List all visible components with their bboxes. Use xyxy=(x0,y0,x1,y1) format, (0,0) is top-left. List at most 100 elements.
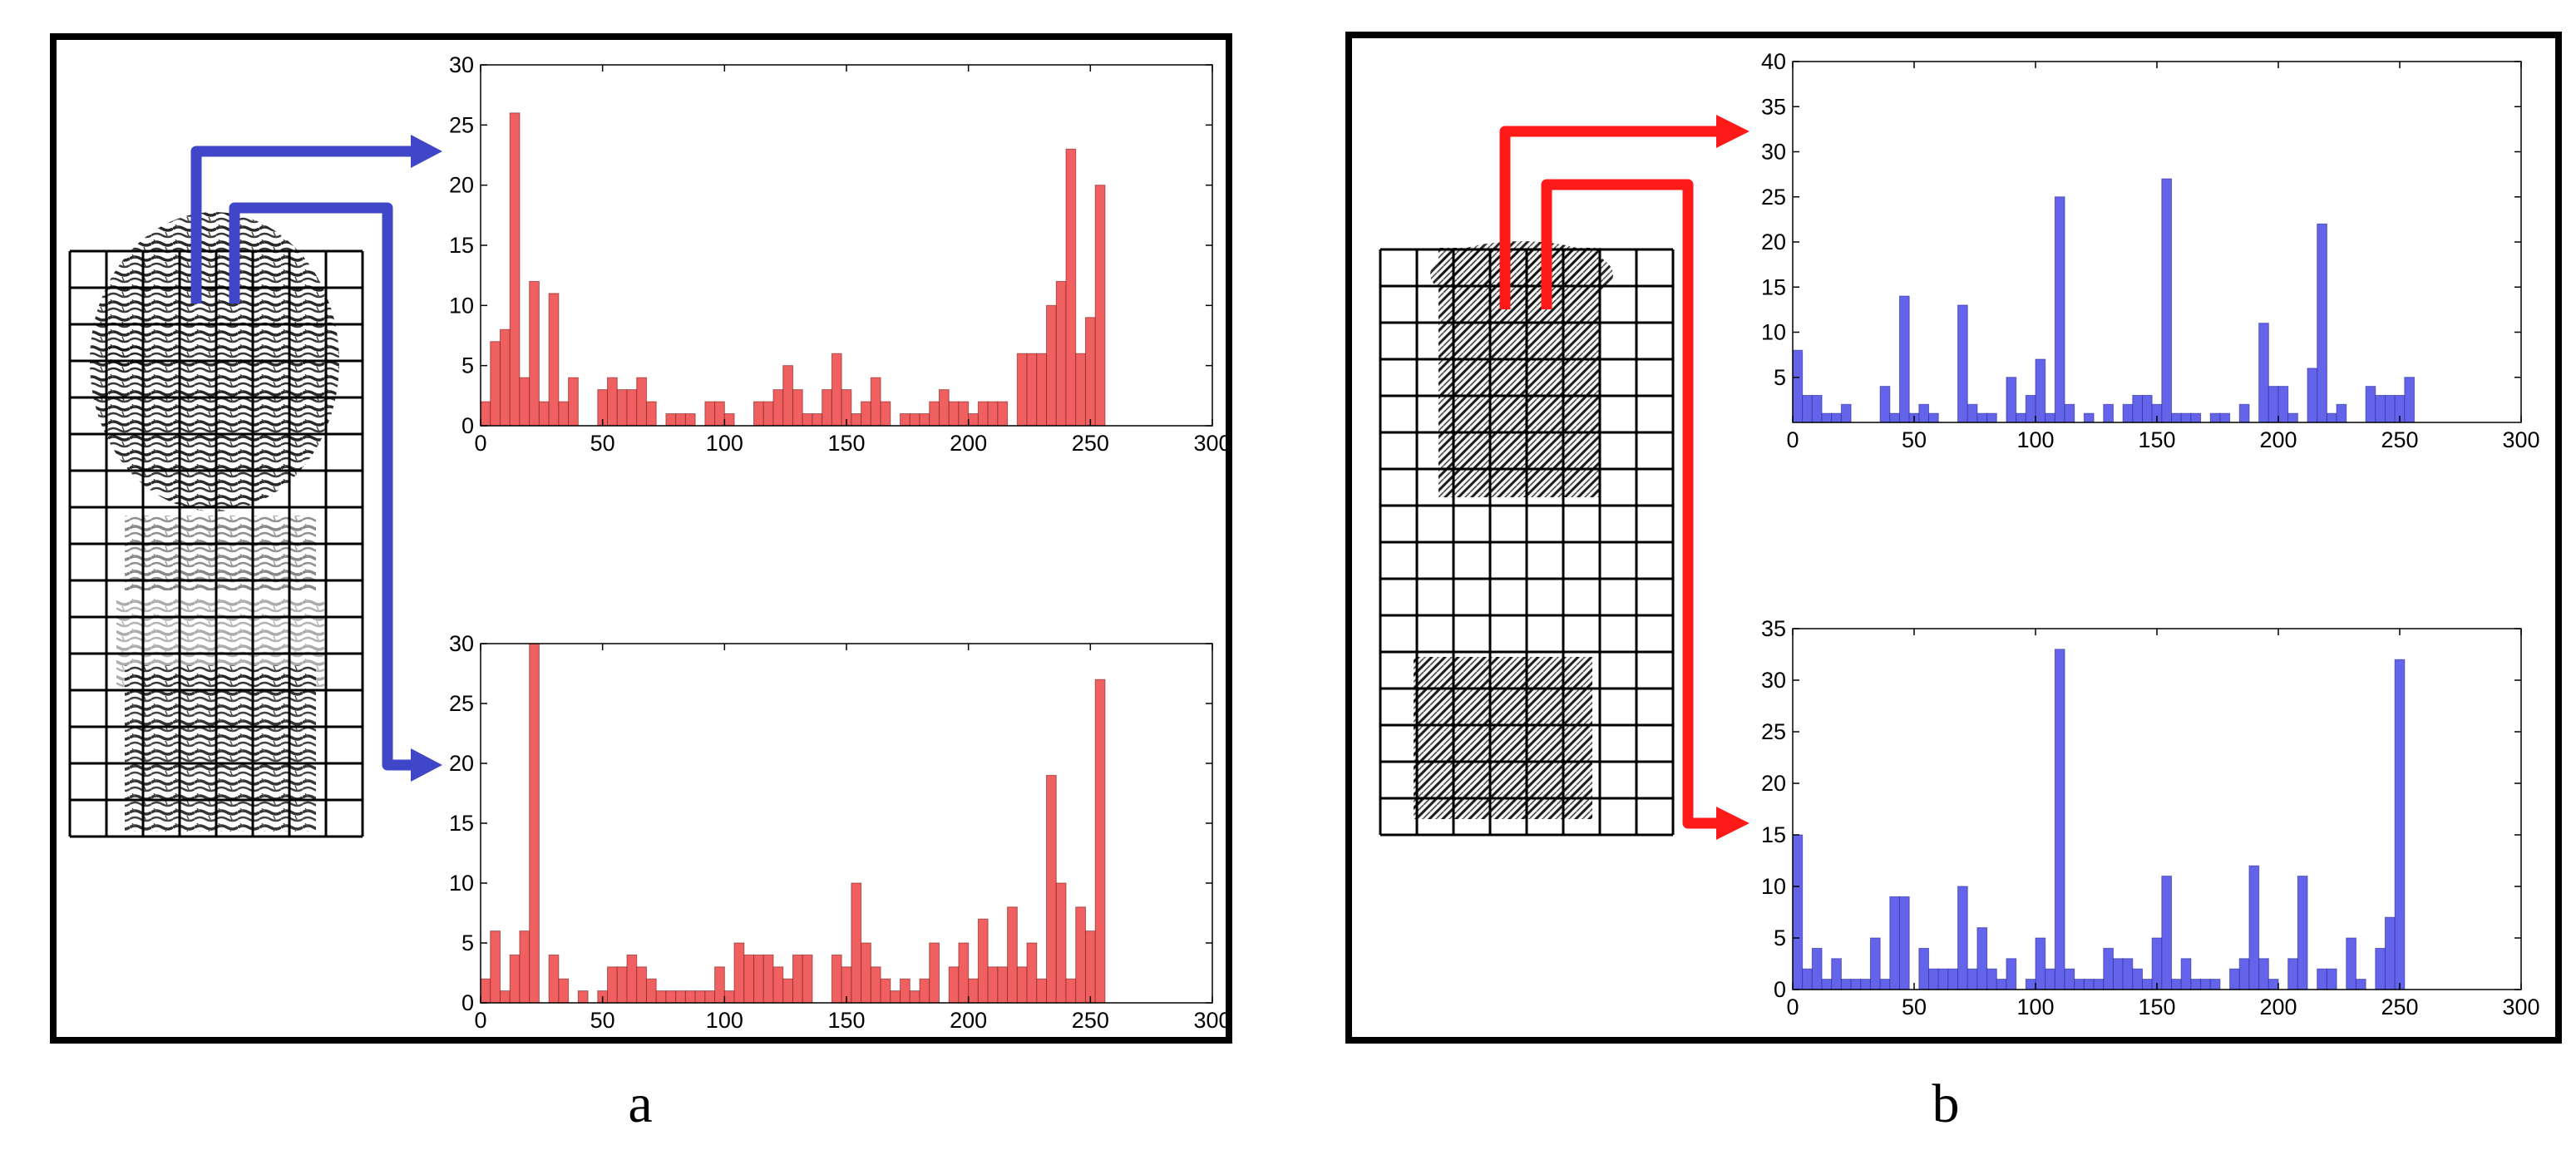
bar xyxy=(2054,649,2065,990)
bar xyxy=(723,413,735,427)
bar xyxy=(714,401,725,427)
y-tick-label: 25 xyxy=(449,112,474,137)
arrows-b xyxy=(1499,115,1749,840)
bar xyxy=(2326,968,2337,990)
bar xyxy=(1016,966,1028,1004)
x-tick-label: 100 xyxy=(2016,427,2054,452)
chart-a-top: 0 50 100 150 200 250 300 0 5 10 15 20 25 30 xyxy=(449,52,1231,456)
bar xyxy=(665,413,677,427)
bar xyxy=(1898,295,1910,423)
bar xyxy=(822,389,832,427)
bar xyxy=(890,990,901,1004)
bar xyxy=(519,377,530,427)
bar xyxy=(909,413,920,427)
bar xyxy=(2268,979,2279,990)
bar xyxy=(1918,947,1930,990)
y-tick-label: 20 xyxy=(1761,230,1786,254)
arrow-b-to-top-chart xyxy=(1499,126,1721,309)
bar xyxy=(1821,412,1833,423)
bar xyxy=(2083,412,2095,423)
bar xyxy=(870,966,881,1004)
bar xyxy=(2365,386,2376,423)
bar xyxy=(851,882,862,1004)
y-tick-label: 10 xyxy=(1761,320,1786,345)
bar xyxy=(2375,947,2386,990)
bar xyxy=(861,401,871,427)
bar xyxy=(2074,979,2085,990)
bar xyxy=(2035,358,2046,423)
bar xyxy=(2238,958,2250,990)
bar xyxy=(1811,947,1823,990)
bar xyxy=(2209,979,2221,990)
x-tick-label: 300 xyxy=(1193,1008,1231,1033)
y-tick-label: 5 xyxy=(1774,365,1786,390)
bar xyxy=(762,954,774,1004)
y-tick-label: 30 xyxy=(1761,140,1786,165)
bar xyxy=(977,401,989,427)
bar xyxy=(968,413,979,427)
bar xyxy=(1055,882,1067,1004)
x-tick-label: 250 xyxy=(1072,431,1109,456)
bar xyxy=(743,954,755,1004)
y-tick-label: 35 xyxy=(1761,94,1786,119)
bar xyxy=(2016,412,2026,423)
bar xyxy=(636,377,647,427)
bar xyxy=(1898,896,1910,990)
bar xyxy=(694,990,706,1004)
bar xyxy=(558,978,570,1004)
bar xyxy=(1996,979,2007,990)
bar xyxy=(977,918,989,1004)
bar xyxy=(2219,412,2231,423)
bar xyxy=(2238,403,2250,423)
bar xyxy=(626,389,638,427)
x-tick-label: 50 xyxy=(590,431,615,456)
bar xyxy=(1840,979,1852,990)
bar xyxy=(792,954,803,1004)
arrow-a-to-top-chart xyxy=(190,146,416,304)
bar xyxy=(2384,916,2396,990)
arrowhead-icon xyxy=(411,748,442,782)
bar xyxy=(1986,968,1997,990)
y-tick-label: 20 xyxy=(1761,771,1786,796)
bar xyxy=(2054,196,2065,423)
bar xyxy=(792,389,803,427)
x-tick-label: 150 xyxy=(827,431,865,456)
bar xyxy=(1831,958,1842,990)
x-tick-label: 300 xyxy=(2502,995,2539,1019)
bar xyxy=(987,966,999,1004)
bar xyxy=(675,413,686,427)
bar xyxy=(568,377,579,427)
bar xyxy=(2375,394,2386,423)
bar xyxy=(753,401,764,427)
x-tick-label: 200 xyxy=(2259,427,2297,452)
bar xyxy=(772,389,784,427)
bar xyxy=(2103,947,2114,990)
bar xyxy=(2355,979,2366,990)
bar xyxy=(802,954,813,1004)
bar xyxy=(1016,353,1028,427)
bar xyxy=(782,978,793,1004)
bar xyxy=(2404,377,2416,423)
x-tick-label: 200 xyxy=(950,1008,987,1033)
x-tick-label: 200 xyxy=(2259,995,2297,1019)
bar xyxy=(2277,386,2289,423)
bar xyxy=(900,413,910,427)
bar xyxy=(1007,906,1018,1004)
bar xyxy=(2122,403,2134,423)
bar xyxy=(753,954,764,1004)
bar xyxy=(948,401,960,427)
bar xyxy=(2025,394,2036,423)
bar xyxy=(675,990,686,1004)
bar xyxy=(2132,394,2143,423)
bar xyxy=(480,401,491,427)
bar xyxy=(2297,876,2308,990)
x-tick-label: 50 xyxy=(1902,427,1927,452)
y-tick-label: 15 xyxy=(1761,274,1786,299)
y-tick-label: 10 xyxy=(1761,874,1786,899)
x-tick-label: 150 xyxy=(2138,427,2175,452)
bar xyxy=(1821,979,1833,990)
bar xyxy=(733,942,745,1004)
bar xyxy=(1026,353,1038,427)
bar xyxy=(909,990,920,1004)
